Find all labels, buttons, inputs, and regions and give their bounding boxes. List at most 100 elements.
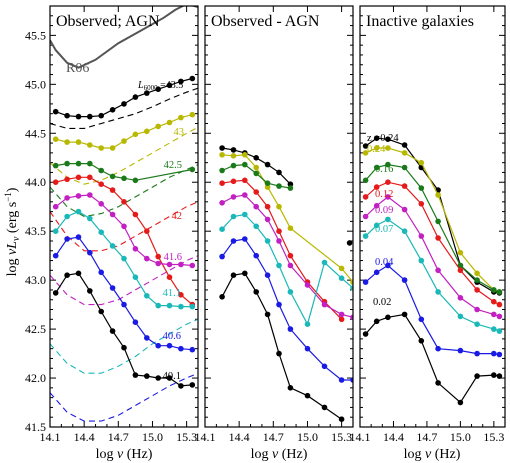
series-point <box>385 161 391 168</box>
series-point <box>64 272 70 279</box>
series-point <box>491 350 497 357</box>
series-point <box>132 131 139 138</box>
y-tick-label: 44.0 <box>25 175 46 189</box>
series-point <box>287 385 294 391</box>
annotation-label: 0.09 <box>375 205 393 216</box>
series-point <box>166 261 173 268</box>
series-point <box>87 192 93 198</box>
series-point <box>474 350 480 357</box>
series-point <box>64 195 70 201</box>
series-point <box>242 236 248 242</box>
series-point <box>144 128 150 135</box>
series-point <box>373 135 380 141</box>
series-line-6 <box>221 213 353 326</box>
series-point <box>474 321 480 328</box>
x-tick-label: 15.0 <box>450 430 471 444</box>
series-line-5 <box>221 194 353 318</box>
series-point <box>121 344 127 351</box>
series-point <box>496 289 503 295</box>
series-point <box>52 108 59 115</box>
series-point <box>496 373 503 379</box>
series-point <box>491 287 497 293</box>
series-point <box>178 292 184 298</box>
series-point <box>166 375 173 381</box>
x-tick-label: 14.4 <box>74 430 95 444</box>
dashed-model-4 <box>50 255 198 306</box>
series-point <box>52 136 59 142</box>
series-point <box>98 112 104 119</box>
series-point <box>132 177 139 184</box>
series-point <box>242 192 248 198</box>
series-point <box>219 200 225 206</box>
series-point <box>109 173 116 180</box>
series-point <box>87 288 93 294</box>
series-point <box>373 145 380 151</box>
series-point <box>87 142 93 148</box>
series-point <box>166 82 173 89</box>
series-point <box>178 78 184 85</box>
series-point <box>230 213 237 220</box>
series-point <box>219 294 225 300</box>
series-point <box>253 223 259 230</box>
series-point <box>52 252 59 259</box>
series-point <box>109 187 116 193</box>
series-point <box>362 331 369 337</box>
y-axis-label: log νLν (erg s−1) <box>3 187 22 276</box>
x-tick-label: 15.3 <box>176 430 197 444</box>
series-point <box>109 107 116 113</box>
series-point <box>385 216 391 223</box>
series-point <box>75 113 82 120</box>
series-point <box>242 152 248 158</box>
annotation-label: 0.02 <box>373 297 391 308</box>
series-point <box>144 90 150 96</box>
luminosity-label: L6000 =43.5 <box>137 80 183 92</box>
series-point <box>121 138 127 144</box>
panel-title: Observed - AGN <box>211 13 320 30</box>
panel-frame <box>359 5 506 428</box>
series-point <box>189 382 196 388</box>
series-point <box>64 160 70 167</box>
series-point <box>230 238 237 244</box>
series-point <box>253 289 259 295</box>
series-point <box>253 164 259 171</box>
series-point <box>219 145 225 151</box>
dashed-model-2 <box>50 164 198 218</box>
series-point <box>264 184 271 190</box>
series-point <box>166 274 173 281</box>
series-point <box>474 270 480 277</box>
series-point <box>457 295 464 301</box>
series-point <box>373 202 380 209</box>
series-point <box>75 234 82 240</box>
series-point <box>52 290 59 296</box>
panel-frame <box>49 5 199 428</box>
series-point <box>121 101 127 107</box>
x-tick-label: 14.7 <box>416 430 437 444</box>
series-point <box>385 145 391 151</box>
series-point <box>401 142 408 148</box>
series-point <box>75 270 82 277</box>
y-tick-label: 43.5 <box>25 224 46 238</box>
series-point <box>304 282 311 288</box>
dashed-model-1 <box>50 126 198 185</box>
series-point <box>109 328 116 334</box>
dashed-model-3 <box>50 201 198 252</box>
series-point <box>418 159 425 166</box>
series-point <box>457 347 464 354</box>
y-tick-labels: 41.5 42.0 42.5 43.0 43.5 44.0 44.5 45.0 45.5 <box>25 28 46 434</box>
x-tick-label: 15.3 <box>483 430 504 444</box>
series-point <box>242 161 248 168</box>
annotation-label: 40.6 <box>163 331 181 342</box>
series-point <box>338 377 345 383</box>
series-point <box>178 303 184 310</box>
y-tick-label: 45.0 <box>25 77 46 91</box>
series-line-2 <box>365 147 500 293</box>
series-point <box>287 185 294 191</box>
series-point <box>418 338 425 344</box>
series-point <box>98 229 104 235</box>
annotation-label: 40.1 <box>163 371 181 382</box>
series-point <box>219 152 225 158</box>
series-point <box>276 301 282 308</box>
series-point <box>350 377 353 383</box>
series-point <box>338 416 345 423</box>
series-point <box>219 253 225 260</box>
